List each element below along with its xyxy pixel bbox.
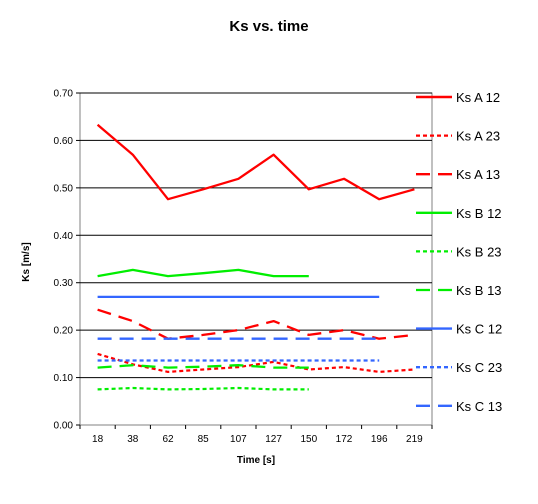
legend-label: Ks C 23: [456, 360, 502, 375]
x-tick-label: 18: [92, 434, 104, 445]
y-axis-label: Ks [m/s]: [21, 242, 32, 281]
x-tick-label: 38: [127, 434, 139, 445]
legend-label: Ks C 12: [456, 322, 502, 337]
legend: Ks A 12 Ks A 23 Ks A 13 Ks B 12 Ks B 23 Ks B …: [416, 90, 502, 414]
series-line: [97, 386, 309, 391]
series-line: [96, 123, 415, 201]
chart-title: Ks vs. time: [229, 18, 308, 35]
legend-label: Ks A 23: [456, 129, 500, 144]
x-tick-label: 127: [265, 434, 282, 445]
plot-border: [79, 92, 433, 426]
series-line: [97, 268, 309, 278]
y-tick-label: 0.10: [54, 373, 74, 384]
x-axis-label: Time [s]: [237, 455, 275, 466]
y-tick-label: 0.40: [54, 231, 74, 242]
y-tick-label: 0.30: [54, 278, 74, 289]
legend-label: Ks B 12: [456, 206, 502, 221]
legend-label: Ks A 13: [456, 167, 500, 182]
y-tick-label: 0.60: [54, 136, 74, 147]
x-tick-label: 107: [230, 434, 247, 445]
y-tick-label: 0.50: [54, 183, 74, 194]
series-line: [97, 364, 309, 369]
y-tick-label: 0.00: [54, 421, 74, 432]
x-tick-label: 172: [336, 434, 353, 445]
legend-label: Ks C 13: [456, 399, 502, 414]
y-tick-label: 0.70: [54, 89, 74, 100]
x-tick-label: 219: [406, 434, 423, 445]
plot-area: 0.00 0.10 0.20 0.30 0.40 0.50 0.60 0.70 18 38 62 85…: [54, 89, 433, 445]
x-tick-label: 150: [300, 434, 317, 445]
x-tick-label: 196: [371, 434, 388, 445]
series-line: [97, 308, 415, 340]
series-line: [97, 352, 415, 373]
x-tick-label: 62: [162, 434, 174, 445]
x-tick-label: 85: [198, 434, 210, 445]
legend-label: Ks A 12: [456, 90, 500, 105]
y-tick-label: 0.20: [54, 326, 74, 337]
legend-label: Ks B 23: [456, 244, 502, 259]
legend-label: Ks B 13: [456, 283, 502, 298]
